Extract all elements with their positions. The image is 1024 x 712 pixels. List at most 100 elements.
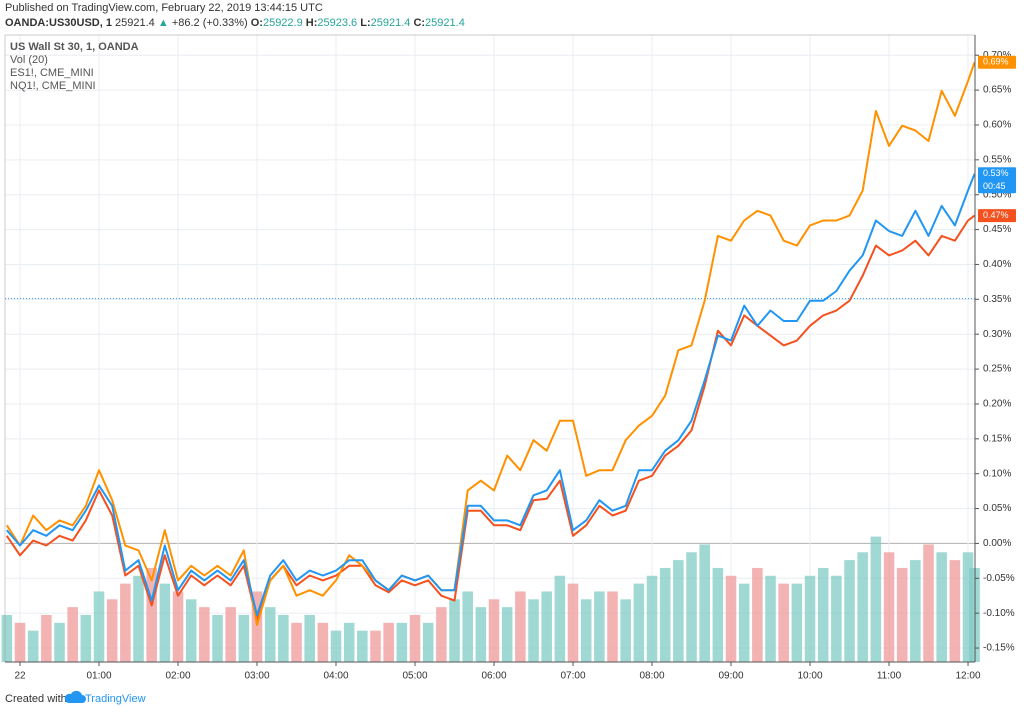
volume-bar — [67, 607, 78, 662]
last-value-box — [978, 209, 1016, 223]
volume-bar — [528, 599, 539, 662]
volume-bar — [725, 575, 737, 662]
y-tick-label: 0.70% — [983, 50, 1011, 61]
symbol: OANDA:US30USD, 1 — [5, 17, 112, 29]
volume-bar — [594, 591, 605, 662]
y-tick-label: 0.25% — [983, 364, 1011, 375]
l: 25921.4 — [371, 17, 411, 29]
x-tick-label: 02:00 — [165, 671, 190, 682]
footer-brand[interactable]: TradingView — [85, 693, 146, 705]
volume-bar — [212, 614, 223, 662]
volume-bar — [1, 614, 13, 662]
x-tick-label: 09:00 — [719, 671, 744, 682]
change: +86.2 (+0.33%) — [172, 17, 248, 29]
volume-bar — [633, 583, 645, 662]
volume-bar — [264, 607, 276, 662]
x-tick-label: 06:00 — [482, 671, 507, 682]
volume-bar — [936, 552, 947, 662]
legend-es: ES1!, CME_MINI — [10, 67, 94, 79]
volume-bar — [791, 583, 803, 662]
tradingview-logo — [64, 690, 86, 703]
y-tick-label: -0.10% — [983, 608, 1015, 619]
volume-bar — [607, 591, 618, 662]
published: Published on TradingView.com, February 2… — [5, 2, 323, 14]
volume-bar — [106, 599, 118, 662]
volume-bar — [488, 599, 500, 662]
volume-bar — [251, 591, 263, 662]
series-line — [5, 214, 976, 622]
series-line — [6, 173, 976, 617]
countdown: 00:45 — [983, 181, 1006, 191]
h-label: H: — [306, 17, 318, 29]
volume-bar — [383, 622, 394, 662]
volume-bar — [620, 599, 631, 662]
y-tick-label: 0.10% — [983, 468, 1011, 479]
volume-bar — [844, 560, 855, 662]
o: 25922.9 — [263, 17, 303, 29]
volume-bar — [146, 567, 157, 662]
y-tick-label: 0.35% — [983, 294, 1011, 305]
arrow: ▲ — [158, 17, 169, 29]
volume-bar — [343, 622, 355, 662]
volume-bar — [172, 591, 184, 662]
volume-bar — [515, 591, 526, 662]
volume-bar — [699, 544, 710, 662]
l-label: L: — [360, 17, 370, 29]
volume-bar — [831, 575, 842, 662]
volume-bar — [93, 591, 105, 662]
legend-volume: Vol (20) — [10, 54, 48, 66]
y-tick-label: 0.30% — [983, 329, 1011, 340]
volume-bar — [330, 630, 342, 662]
volume-bar — [923, 544, 934, 662]
last: 25921.4 — [115, 17, 155, 29]
c-label: C: — [413, 17, 425, 29]
y-tick-label: 0.40% — [983, 259, 1011, 270]
volume-bar — [567, 583, 579, 662]
x-tick-label: 11:00 — [877, 671, 902, 682]
x-tick-label: 22 — [14, 671, 26, 682]
volume-bar — [357, 630, 368, 662]
y-tick-label: 0.60% — [983, 120, 1011, 131]
volume-bar — [686, 552, 697, 662]
c: 25921.4 — [425, 17, 465, 29]
x-tick-label: 05:00 — [402, 671, 427, 682]
y-tick-label: -0.15% — [983, 643, 1015, 654]
volume-bar — [857, 552, 868, 662]
volume-bar — [291, 622, 302, 662]
volume-bar — [501, 607, 513, 662]
x-tick-label: 12:00 — [956, 671, 981, 682]
volume-bar — [804, 575, 816, 662]
h: 25923.6 — [317, 17, 357, 29]
volume-bar — [278, 614, 289, 662]
volume-bar — [422, 622, 434, 662]
volume-bar — [133, 575, 144, 662]
volume-bar — [449, 599, 460, 662]
volume-bar — [712, 567, 724, 662]
volume-bar — [14, 622, 26, 662]
volume-bar — [541, 591, 552, 662]
x-tick-label: 01:00 — [86, 671, 111, 682]
x-tick-label: 03:00 — [244, 671, 269, 682]
volume-bar — [304, 614, 315, 662]
last-value-label: 0.47% — [983, 210, 1009, 220]
x-tick-label: 10:00 — [798, 671, 823, 682]
volume-bar — [120, 583, 131, 662]
last-value-box — [978, 167, 1016, 194]
x-tick-label: 08:00 — [640, 671, 665, 682]
volume-bar — [225, 607, 236, 662]
volume-bar — [370, 630, 381, 662]
volume-bar — [475, 607, 487, 662]
volume-bar — [778, 583, 789, 662]
volume-bar — [738, 583, 750, 662]
volume-bar — [962, 552, 974, 662]
o-label: O: — [251, 17, 263, 29]
legend-nq: NQ1!, CME_MINI — [10, 80, 96, 92]
legend-main: US Wall St 30, 1, OANDA — [10, 41, 139, 53]
volume-bar — [436, 607, 447, 662]
series-line — [5, 61, 976, 626]
y-tick-label: 0.20% — [983, 399, 1011, 410]
last-value-label: 0.53% — [983, 168, 1009, 178]
volume-bar — [27, 630, 39, 662]
